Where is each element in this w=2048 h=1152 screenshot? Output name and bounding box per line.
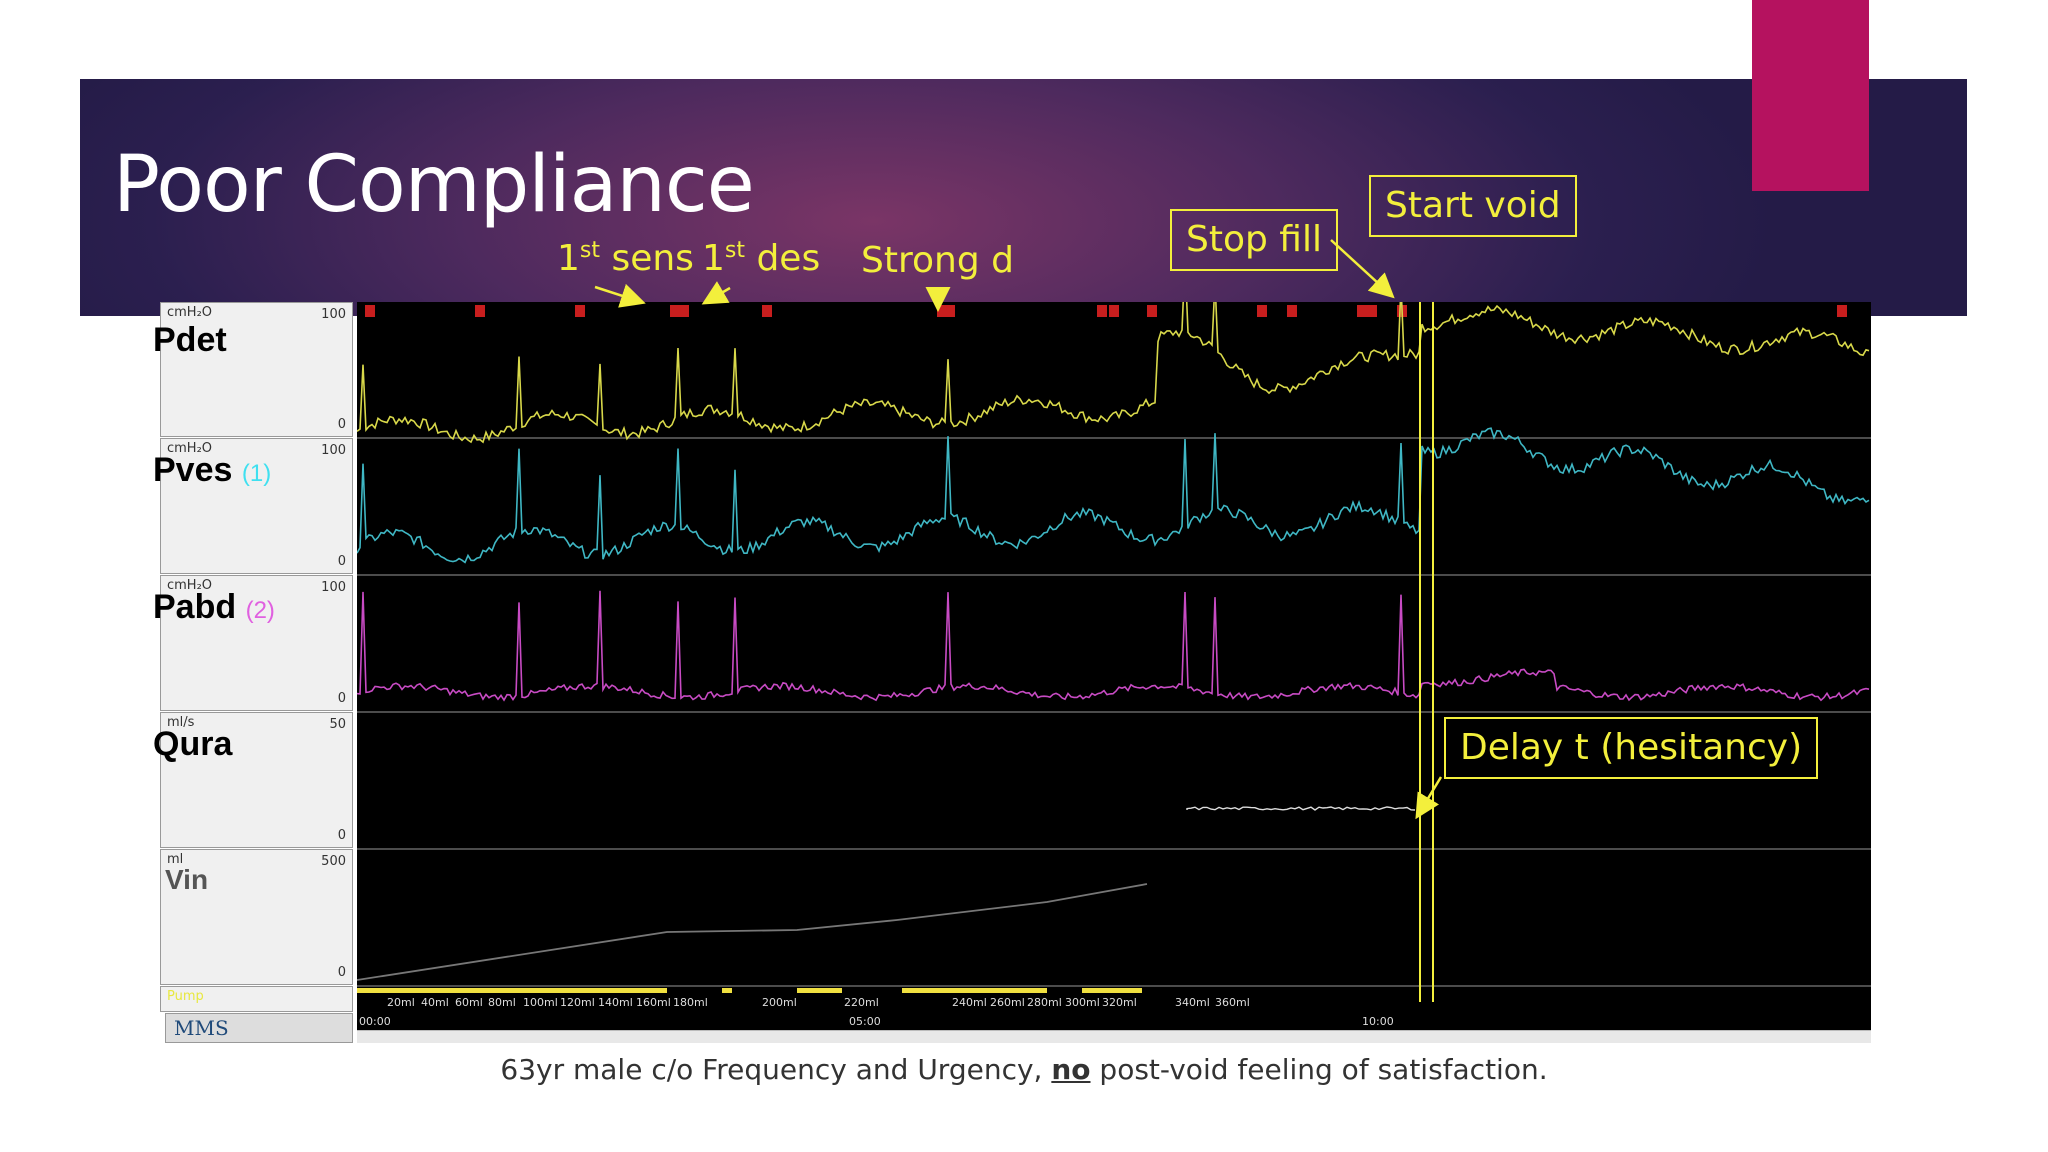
unit-label: cmH₂O <box>167 305 213 320</box>
volume-tick-label: 180ml <box>673 996 708 1009</box>
volume-tick-label: 320ml <box>1102 996 1137 1009</box>
volume-tick-label: 280ml <box>1027 996 1062 1009</box>
unit-label: cmH₂O <box>167 441 213 456</box>
channel-label-pdet: Pdet <box>153 321 227 359</box>
channel-label-vin: Vin <box>165 864 209 895</box>
channel-label-pabd: Pabd (2) <box>153 588 275 626</box>
annotation-first-desire: 1st des <box>702 238 821 279</box>
event-marker <box>762 305 772 317</box>
volume-tick-label: 60ml <box>455 996 483 1009</box>
pump-bar <box>902 988 1047 993</box>
channel-panel-pves: cmH₂O 100 0 Pves (1) <box>153 438 353 574</box>
pump-label: Pump <box>167 989 204 1004</box>
scale-max: 50 <box>329 717 346 732</box>
volume-tick-label: 140ml <box>598 996 633 1009</box>
scale-min: 0 <box>337 691 346 706</box>
accent-bar <box>1752 0 1869 191</box>
slide-title: Poor Compliance <box>113 140 755 230</box>
volume-tick-label: 200ml <box>762 996 797 1009</box>
event-marker <box>945 305 955 317</box>
event-marker <box>1367 305 1377 317</box>
trace-plot: 20ml 40ml 60ml 80ml 100ml 120ml 140ml 160ml 180m… <box>356 259 1871 1012</box>
volume-tick-label: 360ml <box>1215 996 1250 1009</box>
event-marker <box>1257 305 1267 317</box>
channel-panel-pabd: cmH₂O 100 0 Pabd (2) <box>153 575 353 711</box>
pves-trace <box>356 427 1870 564</box>
volume-tick-label: 240ml <box>952 996 987 1009</box>
event-marker <box>365 305 375 317</box>
slide-caption: 63yr male c/o Frequency and Urgency, no … <box>500 1053 1548 1086</box>
channel-label-qura: Qura <box>153 725 233 763</box>
annotation-start-void: Start void <box>1369 175 1577 237</box>
pabd-trace <box>356 590 1870 702</box>
scale-min: 0 <box>337 828 346 843</box>
qura-trace <box>1186 806 1416 811</box>
urodynamic-trace: cmH₂O 100 0 Pdet cmH₂O 100 0 Pves (1) cm… <box>153 259 1871 1043</box>
event-marker <box>670 305 680 317</box>
event-marker <box>1109 305 1119 317</box>
event-marker <box>1357 305 1367 317</box>
pump-bar <box>357 988 667 993</box>
channel-panel-vin: ml 500 0 Vin <box>160 849 353 985</box>
event-marker <box>1287 305 1297 317</box>
scale-min: 0 <box>337 554 346 569</box>
annotation-delay: Delay t (hesitancy) <box>1444 717 1819 779</box>
event-marker <box>679 305 689 317</box>
time-tick-label: 00:00 <box>359 1015 391 1028</box>
annotation-stop-fill: Stop fill <box>1170 209 1338 271</box>
vin-trace <box>356 883 1148 981</box>
unit-label: cmH₂O <box>167 578 213 593</box>
volume-tick-label: 120ml <box>560 996 595 1009</box>
volume-tick-label: 100ml <box>523 996 558 1009</box>
volume-tick-label: 40ml <box>421 996 449 1009</box>
scale-min: 0 <box>337 965 346 980</box>
channel-label-pves: Pves (1) <box>153 451 272 489</box>
title-banner <box>80 79 1967 316</box>
time-axis: 00:00 05:00 10:00 <box>357 1012 1871 1030</box>
scale-max: 100 <box>321 307 346 322</box>
mms-logo: MMS <box>165 1013 353 1043</box>
channel-panel-pdet: cmH₂O 100 0 Pdet <box>153 302 353 437</box>
trace-svg: 20ml 40ml 60ml 80ml 100ml 120ml 140ml 160ml 180m… <box>356 259 1871 1009</box>
event-marker <box>1837 305 1847 317</box>
scale-min: 0 <box>337 417 346 432</box>
volume-tick-label: 260ml <box>990 996 1025 1009</box>
horizontal-scrollbar[interactable] <box>357 1030 1871 1043</box>
pump-bar <box>797 988 842 993</box>
volume-tick-label: 80ml <box>488 996 516 1009</box>
event-marker <box>1097 305 1107 317</box>
time-axis-svg: 00:00 05:00 10:00 <box>359 1015 1394 1028</box>
volume-tick-label: 340ml <box>1175 996 1210 1009</box>
pump-bar <box>722 988 732 993</box>
event-marker <box>575 305 585 317</box>
volume-tick-label: 160ml <box>636 996 671 1009</box>
annotation-first-sensation: 1st sens <box>557 238 694 279</box>
scale-max: 500 <box>321 854 346 869</box>
event-marker <box>475 305 485 317</box>
pump-bar <box>1082 988 1142 993</box>
channel-panel-qura: ml/s 50 0 Qura <box>153 712 353 848</box>
channel-panel-pump: Pump <box>160 986 353 1012</box>
unit-label: ml/s <box>167 715 195 730</box>
scale-max: 100 <box>321 580 346 595</box>
time-tick-label: 10:00 <box>1362 1015 1394 1028</box>
unit-label: ml <box>167 852 184 867</box>
volume-tick-label: 300ml <box>1065 996 1100 1009</box>
volume-tick-label: 20ml <box>387 996 415 1009</box>
event-marker <box>1147 305 1157 317</box>
pdet-trace <box>356 259 1870 444</box>
scale-max: 100 <box>321 443 346 458</box>
annotation-strong-desire: Strong d <box>861 240 1014 281</box>
volume-tick-label: 220ml <box>844 996 879 1009</box>
time-tick-label: 05:00 <box>849 1015 881 1028</box>
